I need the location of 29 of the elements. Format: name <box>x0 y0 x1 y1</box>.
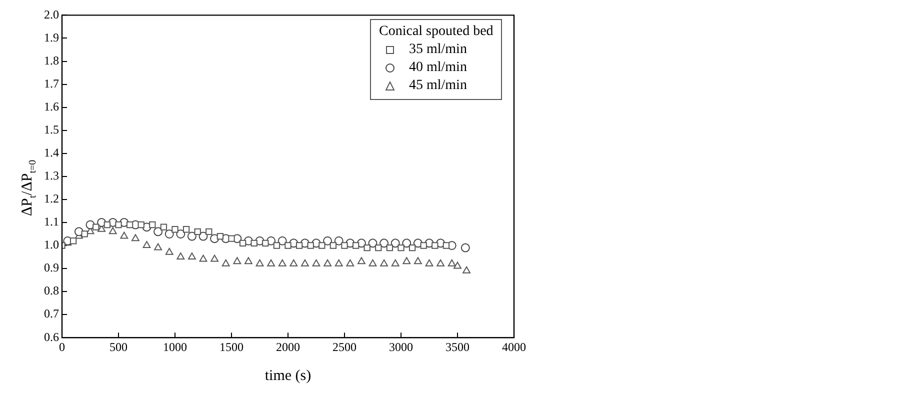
x-tick-label: 1500 <box>220 340 244 354</box>
y-tick-label: 1.1 <box>44 214 59 229</box>
x-tick-label: 500 <box>110 340 128 354</box>
y-tick-label: 1.4 <box>44 146 59 160</box>
x-tick-label: 3500 <box>446 340 470 354</box>
y-tick-label: 0.8 <box>44 284 59 298</box>
y-tick-label: 1.7 <box>44 76 59 90</box>
legend-label: 45 ml/min <box>409 77 467 96</box>
y-tick-label: 1.0 <box>44 238 59 252</box>
y-tick-label: 1.5 <box>44 122 59 136</box>
x-tick-label: 3000 <box>389 340 413 354</box>
y-tick-label: 0.6 <box>44 330 59 344</box>
y-tick-label: 0.7 <box>44 306 59 321</box>
legend-title: Conical spouted bed <box>379 23 494 42</box>
x-tick-label: 2500 <box>332 340 356 354</box>
x-tick-label: 2000 <box>276 340 300 354</box>
y-tick-label: 1.3 <box>44 168 59 183</box>
x-tick-label: 4000 <box>502 340 526 354</box>
x-tick-label: 0 <box>59 340 65 354</box>
y-tick-label: 1.9 <box>44 30 59 44</box>
y-tick-label: 2.0 <box>44 7 59 22</box>
y-tick-label: 0.9 <box>44 260 59 275</box>
x-axis-title: time (s) <box>264 368 312 384</box>
legend-label: 35 ml/min <box>409 41 467 60</box>
x-tick-label: 1000 <box>163 340 187 354</box>
y-tick-label: 1.2 <box>44 192 59 206</box>
y-tick-label: 1.6 <box>44 99 59 114</box>
legend-label: 40 ml/min <box>409 59 467 78</box>
y-tick-label: 1.8 <box>44 53 59 68</box>
